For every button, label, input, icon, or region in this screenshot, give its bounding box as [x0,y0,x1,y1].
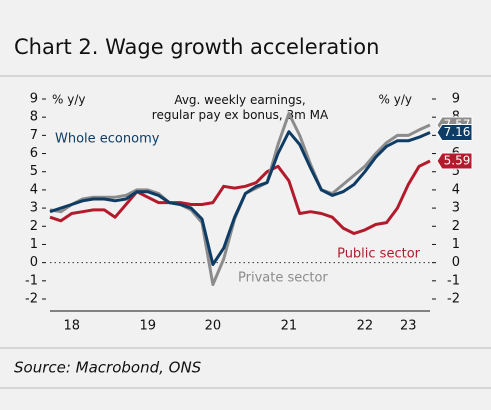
y2-tick-label: 4 [452,182,460,197]
y2-tick-label: 1 [452,237,460,252]
series-name: Private sector [238,271,328,286]
series-line [49,159,431,235]
x-tick-label: 18 [63,319,80,334]
value-label-box [436,152,473,170]
value-label: 7.16 [444,125,471,139]
x-tick-label: 20 [205,319,222,334]
y2-tick-label: -1 [447,273,460,288]
series-name: Public sector [337,247,421,262]
y-tick-label: 8 [30,110,38,125]
y2-tick-label: 0 [452,255,460,270]
x-tick-label: 21 [281,319,298,334]
y-tick-label: 6 [30,146,38,161]
y-tick-label: -2 [25,292,38,307]
y2-tick-label: 2 [452,219,460,234]
y-tick-label: 7 [30,128,38,143]
y-tick-label: 1 [30,237,38,252]
source: Source: Macrobond, ONS [14,359,202,377]
value-label: 5.59 [444,154,471,168]
y2-tick-label: 3 [452,201,460,216]
x-tick-label: 19 [139,319,156,334]
y-tick-label: 2 [30,219,38,234]
y-tick-label: 5 [30,164,38,179]
y2-tick-label: 5 [452,164,460,179]
y-tick-label: 3 [30,201,38,216]
x-tick-label: 22 [357,319,374,334]
y2-tick-label: -2 [447,292,460,307]
chart-title: Chart 2. Wage growth acceleration [14,35,379,59]
subtitle: Avg. weekly earnings, regular pay ex bonu… [152,93,329,122]
y2-tick-label: 9 [452,92,460,107]
y-tick-label: 4 [30,182,38,197]
series-name: Whole economy [55,132,160,147]
y-tick-label: -1 [25,273,38,288]
y2-axis-label: % y/y [379,93,412,107]
y-axis-label: % y/y [52,93,85,107]
x-tick-label: 23 [400,319,417,334]
y-tick-label: 9 [30,92,38,107]
value-label-box [436,123,473,141]
series-line [49,130,431,266]
y-tick-label: 0 [30,255,38,270]
